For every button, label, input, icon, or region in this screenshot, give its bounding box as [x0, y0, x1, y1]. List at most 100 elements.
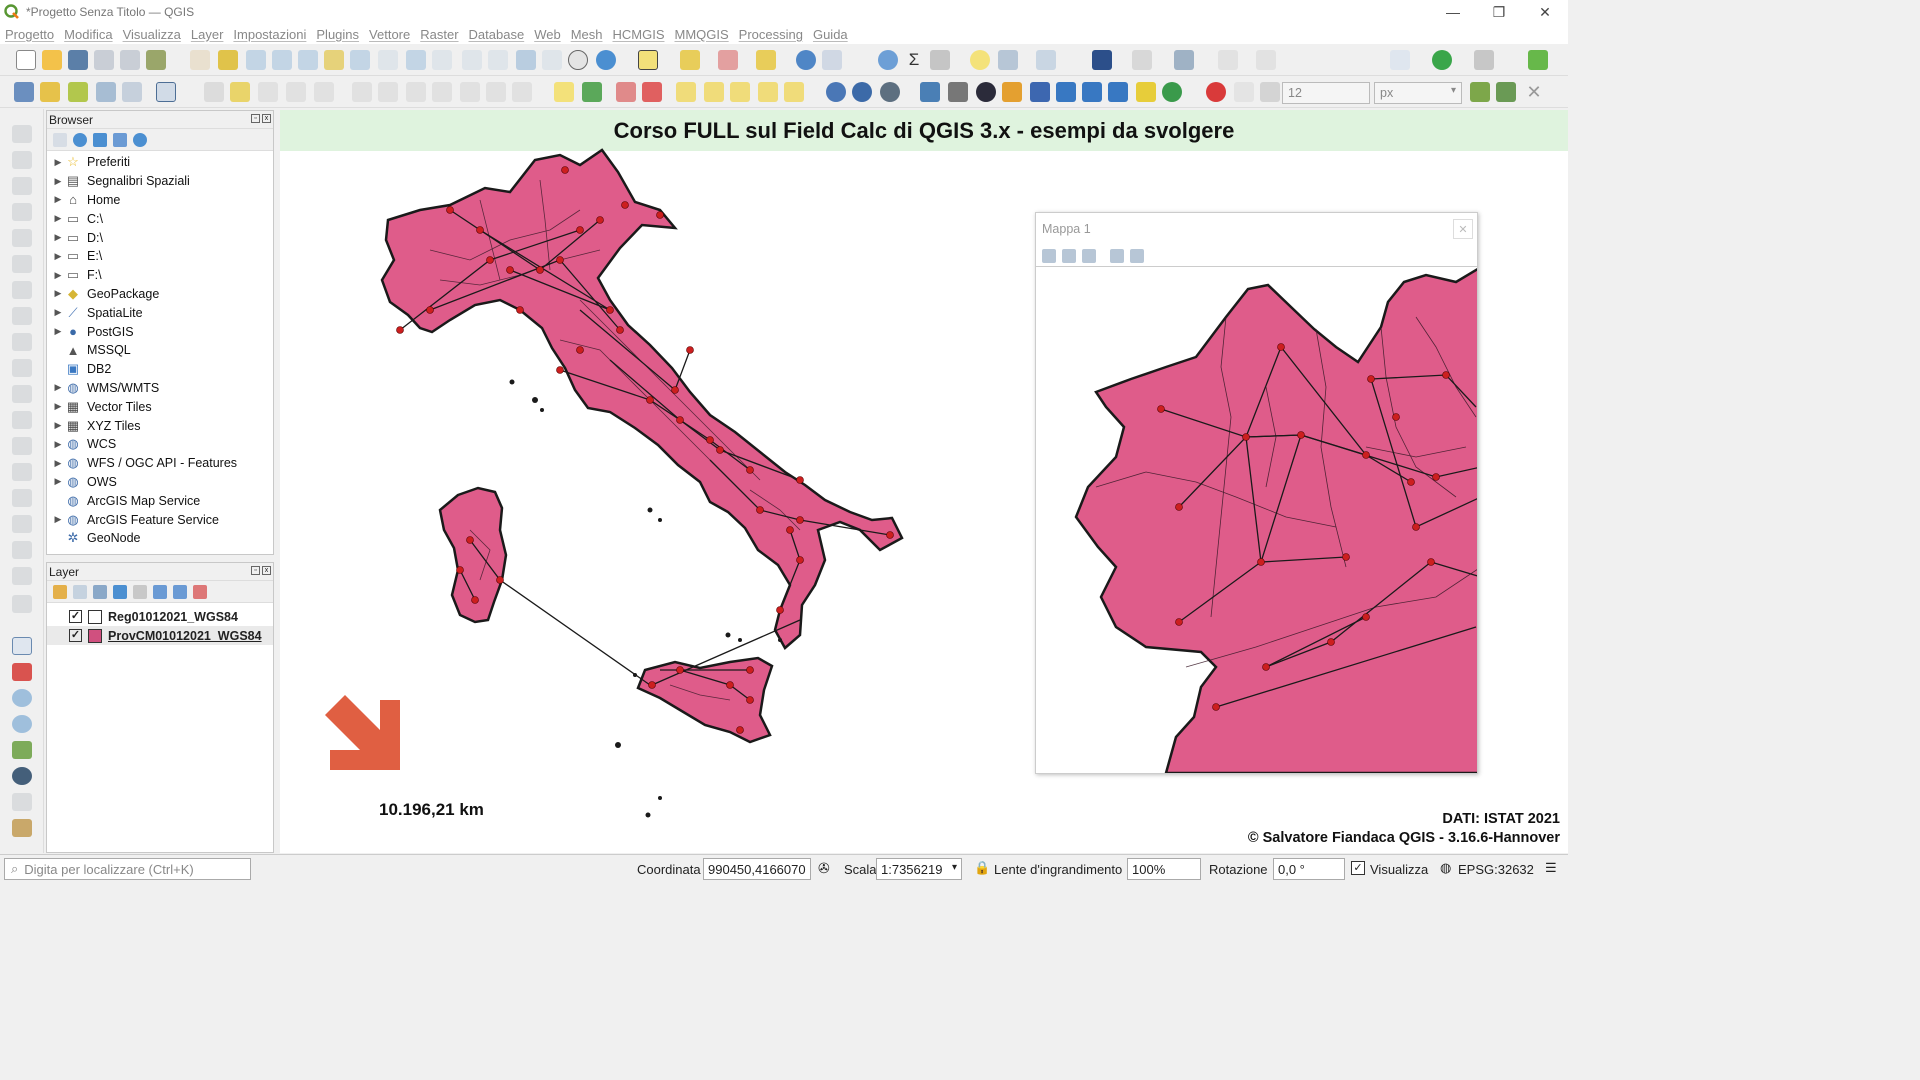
zoom-selection-icon[interactable]: [324, 50, 344, 70]
digitize-tool-18-icon[interactable]: [12, 567, 32, 585]
label-toolbar-icon[interactable]: [554, 82, 574, 102]
label-change-icon[interactable]: [730, 82, 750, 102]
digitize-tool-12-icon[interactable]: [12, 411, 32, 429]
map-tips-icon[interactable]: [970, 50, 990, 70]
snapping-icon[interactable]: [1234, 82, 1254, 102]
layer-visibility-checkbox[interactable]: ✓: [69, 610, 82, 623]
rotation-spinbox[interactable]: 0,0 °: [1273, 858, 1345, 880]
pin-icon[interactable]: [1002, 82, 1022, 102]
expand-arrow-icon[interactable]: ▶: [54, 269, 62, 280]
digitize-tool-14-icon[interactable]: [12, 463, 32, 481]
expand-arrow-icon[interactable]: ▶: [54, 156, 62, 167]
digitize-tool-4-icon[interactable]: [12, 203, 32, 221]
browser-item[interactable]: ▶ ▤ Segnalibri Spaziali: [47, 172, 273, 191]
browser-item[interactable]: ▶ ☆ Preferiti: [47, 153, 273, 172]
magnet-icon[interactable]: [1206, 82, 1226, 102]
digitize-tool-3-icon[interactable]: [12, 177, 32, 195]
kml-icon[interactable]: [1056, 82, 1076, 102]
layer-item-regioni[interactable]: ✓ Reg01012021_WGS84: [47, 607, 273, 626]
browser-item[interactable]: ✲ GeoNode: [47, 529, 273, 548]
close-panel-icon[interactable]: x: [262, 566, 271, 575]
browser-item[interactable]: ▶ ▦ XYZ Tiles: [47, 416, 273, 435]
toolbox-gear-icon[interactable]: [878, 50, 898, 70]
expand-arrow-icon[interactable]: ▶: [54, 476, 62, 487]
save-edits-icon[interactable]: [258, 82, 278, 102]
digitize-tool-17-icon[interactable]: [12, 541, 32, 559]
chart-icon[interactable]: [1390, 50, 1410, 70]
select-features-icon[interactable]: [638, 50, 658, 70]
zoom-in-icon[interactable]: [246, 50, 266, 70]
digitize-tool-9-icon[interactable]: [12, 333, 32, 351]
digitize-tool-10-icon[interactable]: [12, 359, 32, 377]
menu-database[interactable]: Database: [468, 26, 525, 42]
digitize-tool-2-icon[interactable]: [12, 151, 32, 169]
menu-visualizza[interactable]: Visualizza: [122, 26, 181, 42]
menu-plugins[interactable]: Plugins: [316, 26, 360, 42]
menu-mesh[interactable]: Mesh: [570, 26, 603, 42]
label-move-icon[interactable]: [676, 82, 696, 102]
measure-icon[interactable]: [930, 50, 950, 70]
digitize-tool-5-icon[interactable]: [12, 229, 32, 247]
digitize-tool-13-icon[interactable]: [12, 437, 32, 455]
trace-icon[interactable]: [1470, 82, 1490, 102]
delete-selected-icon[interactable]: [378, 82, 398, 102]
refresh-icon[interactable]: [73, 132, 87, 147]
pan-hand-icon[interactable]: [190, 50, 210, 70]
kmz-icon[interactable]: [1082, 82, 1102, 102]
label-highlight-icon[interactable]: [582, 82, 602, 102]
xy-tool-icon[interactable]: [12, 793, 32, 811]
zoom-next-icon[interactable]: [432, 50, 452, 70]
magnifier-spinbox[interactable]: 100%: [1127, 858, 1201, 880]
new-print-layout-icon[interactable]: [94, 50, 114, 70]
layer-visibility-checkbox[interactable]: ✓: [69, 629, 82, 642]
select-rect-icon[interactable]: [12, 741, 32, 759]
float-icon[interactable]: ▫: [251, 566, 260, 575]
expand-arrow-icon[interactable]: ▶: [54, 232, 62, 243]
crs-globe-icon[interactable]: ◍: [1440, 860, 1452, 875]
float-icon[interactable]: ▫: [251, 114, 260, 123]
zoom-full-icon[interactable]: [298, 50, 318, 70]
digitize-tool-19-icon[interactable]: [12, 595, 32, 613]
remove-layer-icon[interactable]: [193, 584, 207, 599]
label-pin-icon[interactable]: [616, 82, 636, 102]
new-virtual-layer-icon[interactable]: [156, 82, 176, 102]
temporal-controller-icon[interactable]: [568, 50, 588, 70]
inset-sync-icon[interactable]: [1110, 248, 1124, 263]
statistics-sigma-icon[interactable]: Σ: [908, 50, 920, 69]
select-by-value-icon[interactable]: [680, 50, 700, 70]
messages-icon[interactable]: ☰: [1545, 860, 1557, 875]
filter-expression-icon[interactable]: [133, 584, 147, 599]
style-brush-icon[interactable]: [53, 584, 67, 599]
unit-dropdown[interactable]: px ▾: [1374, 82, 1462, 104]
coordinate-field[interactable]: 990450,4166070: [703, 858, 811, 880]
inset-zoom-full-icon[interactable]: [1042, 248, 1056, 263]
render-checkbox[interactable]: ✓: [1351, 861, 1365, 875]
crs-label[interactable]: EPSG:32632: [1458, 862, 1534, 877]
expand-arrow-icon[interactable]: ▶: [54, 288, 62, 299]
digitize-icon[interactable]: [286, 82, 306, 102]
deselect-all-icon[interactable]: [718, 50, 738, 70]
browser-item[interactable]: ▲ MSSQL: [47, 341, 273, 360]
digitize-tool-16-icon[interactable]: [12, 515, 32, 533]
web-globe-icon[interactable]: [826, 82, 846, 102]
globe-tool-icon[interactable]: [12, 767, 32, 785]
inset-close-button[interactable]: ✕: [1453, 219, 1473, 239]
collapse-all-icon[interactable]: [173, 584, 187, 599]
browser-item[interactable]: ▶ ● PostGIS: [47, 322, 273, 341]
new-temp-layer-icon[interactable]: [122, 82, 142, 102]
add-group-icon[interactable]: [73, 584, 87, 599]
browser-item[interactable]: ◍ ArcGIS Map Service: [47, 491, 273, 510]
satellite-icon[interactable]: [1174, 50, 1194, 70]
browser-item[interactable]: ▶ ▭ C:\: [47, 209, 273, 228]
menu-web[interactable]: Web: [534, 26, 561, 42]
close-x-icon[interactable]: ✕: [1526, 82, 1542, 102]
new-map-view-icon[interactable]: [462, 50, 482, 70]
menu-layer[interactable]: Layer: [190, 26, 224, 42]
inset-settings-icon[interactable]: [1130, 248, 1144, 263]
menu-mmqgis[interactable]: MMQGIS: [674, 26, 729, 42]
copy-icon[interactable]: [432, 82, 452, 102]
browser-item[interactable]: ▶ ⟋ SpatiaLite: [47, 303, 273, 322]
digitize-tool-8-icon[interactable]: [12, 307, 32, 325]
inset-zoom-in-icon[interactable]: [1062, 248, 1076, 263]
python-console-icon[interactable]: [920, 82, 940, 102]
